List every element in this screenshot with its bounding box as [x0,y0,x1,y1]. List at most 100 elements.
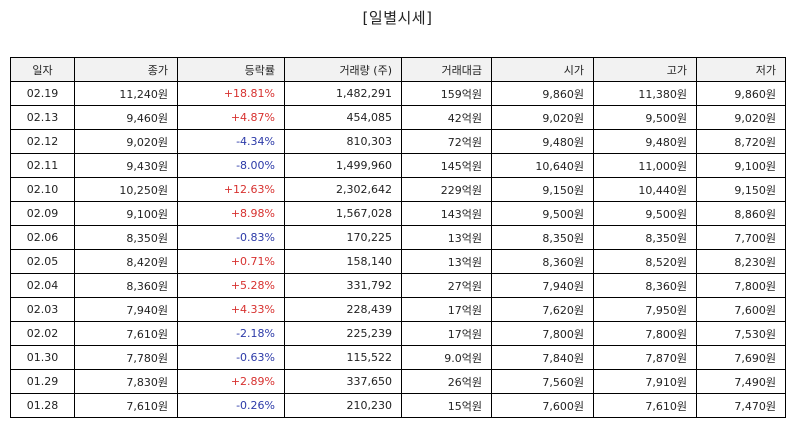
table-row: 01.30 7,780원 -0.63% 115,522 9.0억원 7,840원 7,870… [10,345,786,370]
cell-date: 02.03 [10,297,75,322]
cell-low: 7,700원 [696,225,786,250]
table-row: 02.12 9,020원 -4.34% 810,303 72억원 9,480원 9,480원… [10,129,786,154]
table-header-row: 일자 종가 등락률 거래량 (주) 거래대금 시가 고가 저가 [10,57,786,82]
cell-date: 02.09 [10,201,75,226]
cell-volume: 810,303 [284,129,402,154]
cell-volume: 1,567,028 [284,201,402,226]
cell-trade-amount: 159억원 [401,81,492,106]
cell-high: 10,440원 [593,177,697,202]
cell-trade-amount: 26억원 [401,369,492,394]
cell-high: 7,910원 [593,369,697,394]
table-row: 02.03 7,940원 +4.33% 228,439 17억원 7,620원 7,950원… [10,297,786,322]
cell-date: 01.30 [10,345,75,370]
cell-high: 8,360원 [593,273,697,298]
cell-high: 9,500원 [593,201,697,226]
cell-close: 9,460원 [74,105,178,130]
cell-volume: 115,522 [284,345,402,370]
cell-low: 8,720원 [696,129,786,154]
column-header-open: 시가 [491,57,594,82]
cell-close: 7,780원 [74,345,178,370]
table-row: 02.04 8,360원 +5.28% 331,792 27억원 7,940원 8,360원… [10,273,786,298]
cell-close: 7,610원 [74,321,178,346]
cell-open: 7,560원 [491,369,594,394]
column-header-volume: 거래량 (주) [284,57,402,82]
cell-volume: 454,085 [284,105,402,130]
cell-date: 01.29 [10,369,75,394]
cell-date: 02.12 [10,129,75,154]
cell-change-rate: +0.71% [177,249,285,274]
cell-volume: 228,439 [284,297,402,322]
column-header-low: 저가 [696,57,786,82]
cell-change-rate: -2.18% [177,321,285,346]
cell-trade-amount: 145억원 [401,153,492,178]
cell-open: 7,620원 [491,297,594,322]
cell-trade-amount: 143억원 [401,201,492,226]
cell-open: 9,500원 [491,201,594,226]
cell-low: 9,150원 [696,177,786,202]
cell-date: 02.11 [10,153,75,178]
cell-trade-amount: 17억원 [401,297,492,322]
cell-low: 7,470원 [696,393,786,418]
cell-high: 8,520원 [593,249,697,274]
cell-high: 11,000원 [593,153,697,178]
column-header-high: 고가 [593,57,697,82]
cell-close: 10,250원 [74,177,178,202]
cell-close: 9,100원 [74,201,178,226]
cell-high: 9,480원 [593,129,697,154]
cell-high: 7,800원 [593,321,697,346]
cell-trade-amount: 42억원 [401,105,492,130]
cell-change-rate: +18.81% [177,81,285,106]
cell-change-rate: -0.26% [177,393,285,418]
cell-trade-amount: 72억원 [401,129,492,154]
cell-change-rate: +8.98% [177,201,285,226]
cell-date: 02.19 [10,81,75,106]
cell-low: 7,800원 [696,273,786,298]
page-title: [일별시세] [362,9,433,27]
cell-close: 7,610원 [74,393,178,418]
cell-close: 7,830원 [74,369,178,394]
cell-trade-amount: 13억원 [401,249,492,274]
cell-close: 8,360원 [74,273,178,298]
cell-high: 8,350원 [593,225,697,250]
table-row: 02.06 8,350원 -0.83% 170,225 13억원 8,350원 8,350원… [10,225,786,250]
cell-open: 9,860원 [491,81,594,106]
cell-change-rate: -4.34% [177,129,285,154]
cell-volume: 1,499,960 [284,153,402,178]
table-row: 01.29 7,830원 +2.89% 337,650 26억원 7,560원 7,910원… [10,369,786,394]
cell-low: 7,690원 [696,345,786,370]
cell-close: 8,350원 [74,225,178,250]
cell-trade-amount: 15억원 [401,393,492,418]
cell-volume: 2,302,642 [284,177,402,202]
cell-trade-amount: 9.0억원 [401,345,492,370]
column-header-trade-amount: 거래대금 [401,57,492,82]
cell-volume: 337,650 [284,369,402,394]
cell-open: 10,640원 [491,153,594,178]
table-row: 02.05 8,420원 +0.71% 158,140 13억원 8,360원 8,520원… [10,249,786,274]
cell-high: 7,610원 [593,393,697,418]
cell-date: 02.04 [10,273,75,298]
column-header-change-rate: 등락률 [177,57,285,82]
column-header-close: 종가 [74,57,178,82]
cell-low: 9,100원 [696,153,786,178]
table-row: 02.13 9,460원 +4.87% 454,085 42억원 9,020원 9,500원… [10,105,786,130]
cell-volume: 225,239 [284,321,402,346]
cell-open: 8,350원 [491,225,594,250]
cell-close: 7,940원 [74,297,178,322]
cell-high: 7,870원 [593,345,697,370]
cell-close: 11,240원 [74,81,178,106]
cell-volume: 158,140 [284,249,402,274]
cell-date: 02.10 [10,177,75,202]
cell-low: 7,530원 [696,321,786,346]
cell-close: 8,420원 [74,249,178,274]
cell-change-rate: +12.63% [177,177,285,202]
table-row: 02.02 7,610원 -2.18% 225,239 17억원 7,800원 7,800원… [10,321,786,346]
cell-open: 9,480원 [491,129,594,154]
cell-open: 7,600원 [491,393,594,418]
cell-date: 02.06 [10,225,75,250]
cell-close: 9,430원 [74,153,178,178]
cell-trade-amount: 13억원 [401,225,492,250]
cell-change-rate: +5.28% [177,273,285,298]
cell-volume: 210,230 [284,393,402,418]
cell-change-rate: -0.83% [177,225,285,250]
table-body: 02.19 11,240원 +18.81% 1,482,291 159억원 9,860원 1… [10,81,786,418]
